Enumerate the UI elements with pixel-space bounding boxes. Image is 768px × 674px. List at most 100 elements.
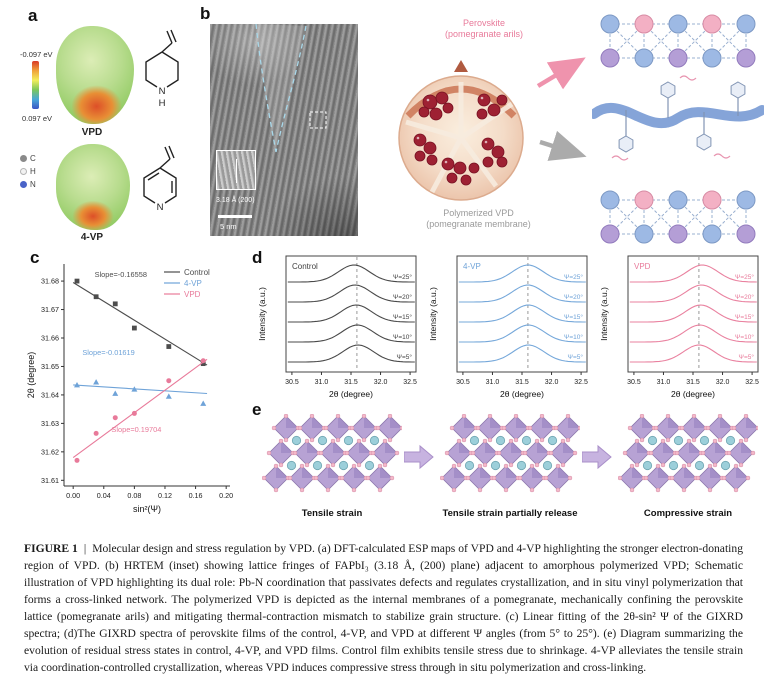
panel-d-label: d bbox=[252, 248, 263, 267]
svg-text:sin²(Ψ): sin²(Ψ) bbox=[133, 504, 161, 514]
svg-text:31.64: 31.64 bbox=[41, 390, 59, 399]
arrow-right-icon bbox=[582, 444, 612, 470]
perovskite-label: Perovskite (pomegranate arils) bbox=[444, 18, 524, 40]
svg-text:30.5: 30.5 bbox=[456, 379, 470, 386]
svg-text:32.0: 32.0 bbox=[374, 379, 388, 386]
esp-map-vpd bbox=[56, 26, 134, 124]
svg-text:Ψ=10°: Ψ=10° bbox=[564, 333, 583, 341]
svg-text:4-VP: 4-VP bbox=[463, 262, 481, 271]
panel-d: d 30.5 31.0 31.5 32.0 32.5 2θ (degree) Intensi… bbox=[242, 246, 768, 406]
lattice-spacing-marker bbox=[236, 159, 237, 183]
gixrd-panel-4-vp: 30.5 31.0 31.5 32.0 32.5 2θ (degree) Intensity… bbox=[428, 255, 588, 399]
svg-text:Ψ=25°: Ψ=25° bbox=[393, 273, 412, 281]
svg-text:31.0: 31.0 bbox=[657, 379, 671, 386]
4vp-structure: N bbox=[143, 145, 177, 213]
svg-text:Slope=-0.01619: Slope=-0.01619 bbox=[82, 348, 134, 357]
figure-caption: FIGURE 1 | Molecular design and stress reg… bbox=[24, 540, 743, 674]
svg-text:31.68: 31.68 bbox=[41, 277, 59, 286]
panel-a: a -0.097 eV 0.097 eV N H VPD C H N bbox=[20, 6, 194, 244]
svg-text:Control: Control bbox=[184, 268, 210, 277]
strain-caption-partial-release: Tensile strain partially release bbox=[442, 508, 578, 519]
atom-label: N bbox=[30, 180, 36, 189]
carbon-dot-icon bbox=[20, 155, 27, 162]
atom-label: H bbox=[30, 167, 36, 176]
svg-text:Ψ=20°: Ψ=20° bbox=[564, 293, 583, 301]
hrtem-inset bbox=[216, 150, 256, 190]
svg-text:31.5: 31.5 bbox=[344, 379, 358, 386]
svg-text:0.16: 0.16 bbox=[189, 491, 203, 500]
svg-text:2θ (degree): 2θ (degree) bbox=[26, 352, 36, 399]
scale-bar bbox=[218, 215, 252, 218]
svg-text:Ψ=15°: Ψ=15° bbox=[735, 313, 754, 321]
gixrd-panel-vpd: 30.5 31.0 31.5 32.0 32.5 2θ (degree) Intensity… bbox=[599, 255, 759, 399]
perovskite-arrow bbox=[536, 57, 586, 90]
svg-text:Ψ=5°: Ψ=5° bbox=[739, 353, 755, 361]
figure-caption-text: Molecular design and stress regulation b… bbox=[24, 542, 743, 674]
svg-text:31.0: 31.0 bbox=[486, 379, 500, 386]
svg-text:32.5: 32.5 bbox=[574, 379, 588, 386]
panel-b-label: b bbox=[200, 4, 211, 23]
svg-text:Control: Control bbox=[292, 262, 318, 271]
esp-map-4vp bbox=[56, 144, 130, 230]
svg-text:31.5: 31.5 bbox=[515, 379, 529, 386]
svg-text:0.08: 0.08 bbox=[127, 491, 141, 500]
svg-text:31.65: 31.65 bbox=[41, 362, 59, 371]
pomegranate-illustration bbox=[398, 60, 524, 201]
svg-text:32.5: 32.5 bbox=[403, 379, 417, 386]
panel-e-label: e bbox=[252, 400, 262, 419]
gixrd-spectra: 30.5 31.0 31.5 32.0 32.5 2θ (degree) Intensity… bbox=[256, 250, 766, 404]
svg-text:31.67: 31.67 bbox=[41, 305, 59, 314]
hydrogen-dot-icon bbox=[20, 168, 27, 175]
arrow-right-icon bbox=[404, 444, 434, 470]
panel-e: e Tensile strain Tensile strain partiall… bbox=[242, 400, 768, 538]
crystal-structure-partial-release bbox=[440, 414, 580, 493]
svg-text:30.5: 30.5 bbox=[627, 379, 641, 386]
svg-text:2θ (degree): 2θ (degree) bbox=[329, 389, 373, 399]
panel-c: c 31.61 31.62 31.63 31.64 31.65 31.66 31.67 31.… bbox=[20, 246, 242, 522]
lattice-spacing-label: 3.18 Å (200) bbox=[216, 197, 255, 204]
scale-bar-label: 5 nm bbox=[220, 222, 237, 231]
svg-text:31.5: 31.5 bbox=[686, 379, 700, 386]
svg-text:0.00: 0.00 bbox=[66, 491, 80, 500]
svg-text:0.04: 0.04 bbox=[97, 491, 111, 500]
svg-text:Ψ=15°: Ψ=15° bbox=[564, 313, 583, 321]
atom-legend-nitrogen: N bbox=[20, 180, 36, 189]
atom-legend-carbon: C bbox=[20, 154, 36, 163]
atom-label: C bbox=[30, 154, 36, 163]
svg-text:Slope=-0.16558: Slope=-0.16558 bbox=[95, 270, 147, 279]
svg-text:Ψ=5°: Ψ=5° bbox=[568, 353, 584, 361]
vpd-arrow bbox=[539, 130, 587, 161]
crystal-structure-compressive bbox=[618, 414, 758, 493]
polymer-lattice-schematic bbox=[592, 14, 764, 244]
svg-text:Intensity (a.u.): Intensity (a.u.) bbox=[257, 287, 267, 341]
svg-text:N: N bbox=[159, 86, 166, 97]
polymer-backbone-ribbon bbox=[592, 103, 764, 129]
esp-colorbar bbox=[32, 61, 39, 109]
svg-text:32.0: 32.0 bbox=[545, 379, 559, 386]
svg-text:2θ (degree): 2θ (degree) bbox=[500, 389, 544, 399]
atom-legend: C H N bbox=[20, 154, 36, 193]
4vp-label: 4-VP bbox=[80, 232, 104, 243]
atom-legend-hydrogen: H bbox=[20, 167, 36, 176]
polymerized-vpd-label: Polymerized VPD (pomegranate membrane) bbox=[426, 208, 531, 230]
vpd-label: VPD bbox=[81, 127, 103, 138]
vpd-structure: N H bbox=[145, 29, 179, 109]
stress-fitting-chart: 31.61 31.62 31.63 31.64 31.65 31.66 31.67 31.68… bbox=[26, 264, 233, 514]
svg-text:Ψ=15°: Ψ=15° bbox=[393, 313, 412, 321]
caption-separator: | bbox=[83, 542, 87, 555]
gixrd-panel-control: 30.5 31.0 31.5 32.0 32.5 2θ (degree) Intensity… bbox=[257, 255, 417, 399]
panel-a-label: a bbox=[28, 6, 38, 25]
svg-text:Ψ=20°: Ψ=20° bbox=[735, 293, 754, 301]
svg-text:Ψ=25°: Ψ=25° bbox=[564, 273, 583, 281]
svg-text:N: N bbox=[157, 202, 164, 213]
svg-text:0.12: 0.12 bbox=[158, 491, 172, 500]
strain-caption-compressive: Compressive strain bbox=[643, 508, 733, 519]
crystal-structure-tensile bbox=[262, 414, 402, 493]
panel-c-label: c bbox=[30, 248, 40, 267]
svg-text:Slope=0.19704: Slope=0.19704 bbox=[111, 425, 161, 434]
nitrogen-dot-icon bbox=[20, 181, 27, 188]
svg-text:31.0: 31.0 bbox=[315, 379, 329, 386]
panel-b: b 3.18 Å (200) 5 nm bbox=[194, 4, 768, 246]
svg-text:30.5: 30.5 bbox=[285, 379, 299, 386]
